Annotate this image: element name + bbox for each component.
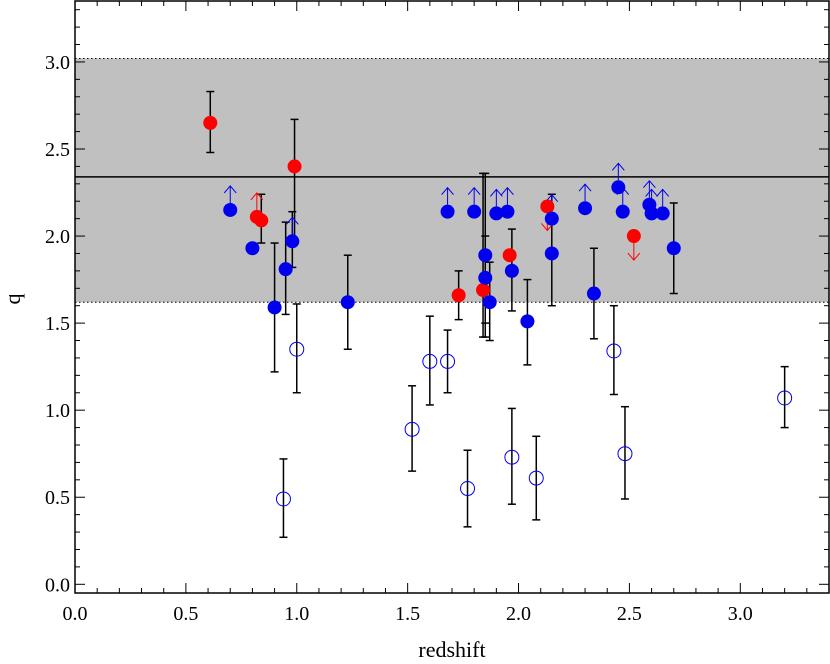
data-point xyxy=(340,295,355,310)
data-point xyxy=(611,180,626,195)
data-point xyxy=(617,446,633,462)
lower-limit-arrow xyxy=(489,188,503,207)
x-tick-label: 3.0 xyxy=(728,603,753,625)
data-point xyxy=(606,343,622,359)
data-point xyxy=(502,248,517,263)
data-point xyxy=(254,213,269,228)
data-point xyxy=(504,263,519,278)
y-tick-label: 2.0 xyxy=(45,226,70,248)
x-tick-label: 2.5 xyxy=(617,603,642,625)
x-tick-label: 1.0 xyxy=(284,603,309,625)
y-tick-label: 1.5 xyxy=(45,313,70,335)
data-point xyxy=(223,202,238,217)
data-point xyxy=(504,449,520,465)
data-point xyxy=(476,283,491,298)
x-tick-label: 2.0 xyxy=(506,603,531,625)
x-tick-label: 0.0 xyxy=(63,603,88,625)
y-tick-label: 3.0 xyxy=(45,52,70,74)
data-point xyxy=(285,234,300,249)
lower-limit-arrow xyxy=(501,186,514,205)
data-point xyxy=(586,286,601,301)
y-tick-label: 0.0 xyxy=(45,574,70,596)
y-tick-label: 2.5 xyxy=(45,139,70,161)
lower-limit-arrow xyxy=(611,162,625,181)
data-point xyxy=(287,159,302,174)
lower-limit-arrow xyxy=(656,188,670,207)
data-point xyxy=(289,341,305,357)
data-point xyxy=(478,270,493,285)
data-point xyxy=(644,206,659,221)
data-point xyxy=(460,481,476,497)
x-axis-title: redshift xyxy=(418,637,485,662)
y-tick-label: 0.5 xyxy=(45,487,70,509)
data-point xyxy=(245,241,260,256)
data-point xyxy=(528,470,544,486)
data-point xyxy=(520,314,535,329)
lower-limit-arrow xyxy=(285,216,299,235)
y-axis-title: q xyxy=(0,294,25,305)
data-point xyxy=(489,206,504,221)
data-point-group xyxy=(203,115,793,507)
data-point xyxy=(540,199,555,214)
lower-limit-arrow xyxy=(223,185,237,203)
lower-limit-arrow xyxy=(578,183,592,202)
upper-limit-arrow xyxy=(627,243,641,261)
data-point xyxy=(278,262,293,277)
y-tick-label: 1.0 xyxy=(45,400,70,422)
data-point xyxy=(500,204,515,219)
axes-group: 0.0 0.5 1.0 1.5 2.0 2.5 3.0 0.0 0.5 1.0 1.5 2.0 2.5 3… xyxy=(45,0,830,625)
data-point xyxy=(544,211,559,226)
shaded-band-group xyxy=(75,57,829,303)
data-point xyxy=(626,229,641,244)
data-point xyxy=(275,491,291,507)
data-point xyxy=(451,288,466,303)
data-point xyxy=(203,115,218,130)
data-point xyxy=(267,300,282,315)
data-point xyxy=(777,390,793,406)
data-point xyxy=(404,421,420,437)
x-tick-label: 0.5 xyxy=(173,603,198,625)
data-point xyxy=(544,246,559,261)
data-point xyxy=(467,204,482,219)
data-point xyxy=(666,241,681,256)
lower-limit-arrow xyxy=(642,179,656,198)
data-point xyxy=(440,353,456,369)
x-tick-label: 1.5 xyxy=(395,603,420,625)
lower-limit-arrow xyxy=(250,192,264,210)
data-point xyxy=(422,353,438,369)
data-point xyxy=(655,206,670,221)
data-point xyxy=(440,204,455,219)
data-point xyxy=(482,295,497,310)
shaded-band xyxy=(75,58,829,303)
data-point xyxy=(615,204,630,219)
lower-limit-arrow xyxy=(467,186,481,205)
data-point xyxy=(578,201,593,216)
data-point xyxy=(478,248,493,263)
lower-limit-arrow xyxy=(441,186,454,205)
